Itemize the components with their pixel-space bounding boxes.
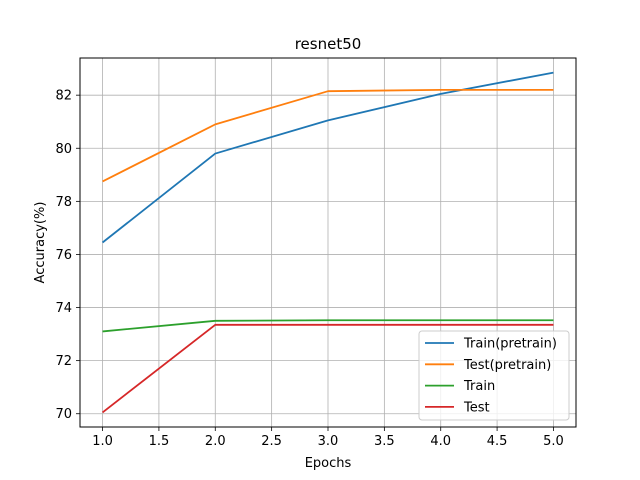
- legend-label: Test(pretrain): [463, 358, 551, 373]
- x-axis-label: Epochs: [305, 456, 352, 471]
- x-tick-label: 1.0: [92, 434, 113, 449]
- x-tick-label: 2.0: [205, 434, 226, 449]
- legend-label: Test: [463, 400, 490, 415]
- x-axis-ticks: 1.0 1.5 2.0 2.5 3.0 3.5 4.0 4.5 5.0: [92, 427, 564, 449]
- series-line-train: [102, 319, 554, 333]
- y-tick-label: 74: [55, 301, 72, 316]
- x-tick-label: 4.5: [487, 434, 508, 449]
- x-tick-label: 3.0: [318, 434, 339, 449]
- x-tick-label: 1.5: [149, 434, 170, 449]
- series-lines: [101, 71, 554, 414]
- x-tick-label: 4.0: [430, 434, 451, 449]
- y-axis-label: Accuracy(%): [33, 202, 48, 284]
- series-line-train-pretrain: [101, 71, 554, 244]
- y-axis-ticks: 70 72 74 76 78 80 82: [55, 89, 80, 422]
- legend-label: Train: [463, 379, 495, 394]
- y-tick-label: 70: [55, 407, 72, 422]
- y-tick-label: 72: [55, 354, 72, 369]
- legend-label: Train(pretrain): [463, 337, 557, 352]
- legend-box: [418, 330, 570, 421]
- legend: Train(pretrain) Test(pretrain) Train Test: [418, 330, 570, 421]
- y-tick-label: 82: [55, 89, 72, 104]
- x-tick-label: 3.5: [374, 434, 395, 449]
- series-line-test-pretrain: [102, 88, 554, 183]
- x-tick-label: 5.0: [543, 434, 564, 449]
- y-tick-label: 78: [55, 195, 72, 210]
- x-tick-label: 2.5: [261, 434, 282, 449]
- series-line-test: [101, 323, 554, 414]
- chart-title: resnet50: [295, 35, 362, 53]
- y-tick-label: 76: [55, 248, 72, 263]
- y-tick-label: 80: [55, 142, 72, 157]
